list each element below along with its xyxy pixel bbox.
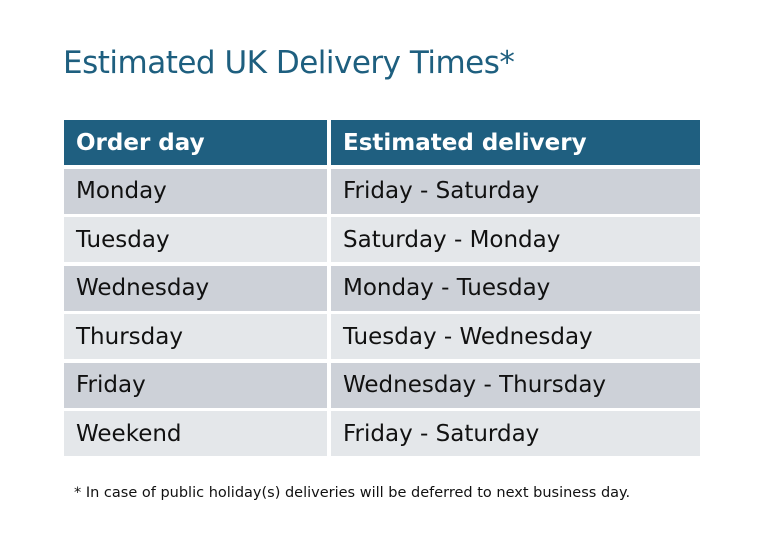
delivery-cell: Friday - Saturday: [331, 168, 700, 214]
order-day-cell: Wednesday: [64, 265, 327, 311]
delivery-table: Order day Estimated delivery Monday Frid…: [64, 120, 700, 460]
order-day-cell: Weekend: [64, 411, 327, 456]
table-row: Thursday Tuesday - Wednesday: [64, 314, 700, 359]
table-row: Wednesday Monday - Tuesday: [64, 265, 700, 311]
table-row: Friday Wednesday - Thursday: [64, 362, 700, 408]
order-day-cell: Thursday: [64, 314, 327, 359]
delivery-cell: Friday - Saturday: [331, 411, 700, 456]
header-estimated-delivery: Estimated delivery: [331, 120, 700, 165]
footnote: * In case of public holiday(s) deliverie…: [74, 485, 631, 501]
table-header-row: Order day Estimated delivery: [64, 120, 700, 165]
table-row: Weekend Friday - Saturday: [64, 411, 700, 456]
order-day-cell: Tuesday: [64, 217, 327, 262]
order-day-cell: Friday: [64, 362, 327, 408]
header-order-day: Order day: [64, 120, 327, 165]
delivery-cell: Saturday - Monday: [331, 217, 700, 262]
delivery-cell: Wednesday - Thursday: [331, 362, 700, 408]
order-day-cell: Monday: [64, 168, 327, 214]
page-title: Estimated UK Delivery Times*: [63, 45, 515, 81]
delivery-cell: Monday - Tuesday: [331, 265, 700, 311]
table-row: Tuesday Saturday - Monday: [64, 217, 700, 262]
table-row: Monday Friday - Saturday: [64, 168, 700, 214]
delivery-cell: Tuesday - Wednesday: [331, 314, 700, 359]
